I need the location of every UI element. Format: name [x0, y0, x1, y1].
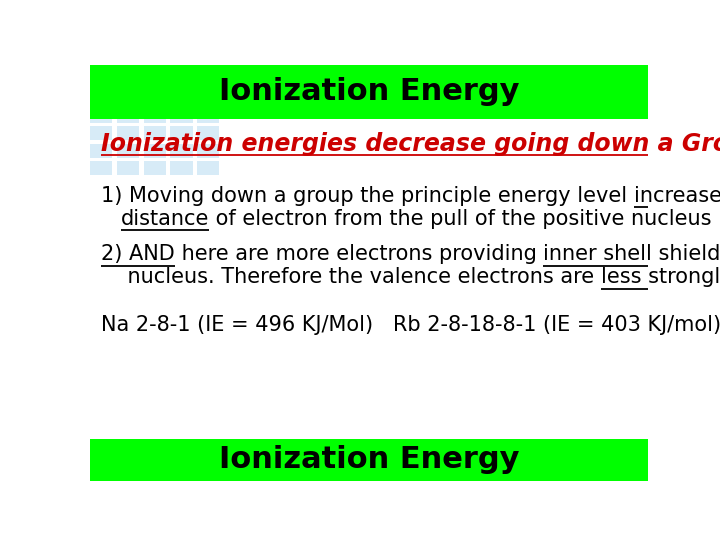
Text: Na 2-8-1 (IE = 496 KJ/Mol)   Rb 2-8-18-8-1 (IE = 403 KJ/mol): Na 2-8-1 (IE = 496 KJ/Mol) Rb 2-8-18-8-1…	[101, 315, 720, 335]
FancyBboxPatch shape	[117, 126, 139, 140]
FancyBboxPatch shape	[90, 65, 648, 119]
Text: nucleus. Therefore the valence electrons are: nucleus. Therefore the valence electrons…	[101, 267, 601, 287]
FancyBboxPatch shape	[117, 144, 139, 158]
FancyBboxPatch shape	[171, 161, 193, 175]
FancyBboxPatch shape	[117, 109, 139, 123]
FancyBboxPatch shape	[171, 109, 193, 123]
Text: here are more electrons providing: here are more electrons providing	[175, 244, 544, 264]
Text: Ionization energies decrease going down a Group, Why?: Ionization energies decrease going down …	[101, 132, 720, 156]
Text: of electron from the pull of the positive nucleus: of electron from the pull of the positiv…	[210, 208, 712, 228]
FancyBboxPatch shape	[143, 91, 166, 105]
FancyBboxPatch shape	[90, 439, 648, 481]
FancyBboxPatch shape	[197, 161, 220, 175]
FancyBboxPatch shape	[197, 126, 220, 140]
FancyBboxPatch shape	[143, 126, 166, 140]
FancyBboxPatch shape	[197, 109, 220, 123]
FancyBboxPatch shape	[117, 91, 139, 105]
Text: increases: increases	[634, 186, 720, 206]
FancyBboxPatch shape	[171, 91, 193, 105]
Text: inner shell shielding: inner shell shielding	[544, 244, 720, 264]
FancyBboxPatch shape	[90, 144, 112, 158]
Text: less strongly: less strongly	[601, 267, 720, 287]
Text: Ionization Energy: Ionization Energy	[219, 446, 519, 474]
FancyBboxPatch shape	[117, 161, 139, 175]
FancyBboxPatch shape	[171, 144, 193, 158]
FancyBboxPatch shape	[143, 161, 166, 175]
FancyBboxPatch shape	[171, 126, 193, 140]
Text: 2) AND: 2) AND	[101, 244, 175, 264]
FancyBboxPatch shape	[197, 91, 220, 105]
FancyBboxPatch shape	[143, 109, 166, 123]
Text: distance: distance	[121, 208, 210, 228]
Text: 1) Moving down a group the principle energy level: 1) Moving down a group the principle ene…	[101, 186, 634, 206]
FancyBboxPatch shape	[197, 144, 220, 158]
Text: Ionization Energy: Ionization Energy	[219, 77, 519, 106]
FancyBboxPatch shape	[90, 126, 112, 140]
FancyBboxPatch shape	[143, 144, 166, 158]
FancyBboxPatch shape	[90, 109, 112, 123]
FancyBboxPatch shape	[90, 91, 112, 105]
FancyBboxPatch shape	[90, 161, 112, 175]
